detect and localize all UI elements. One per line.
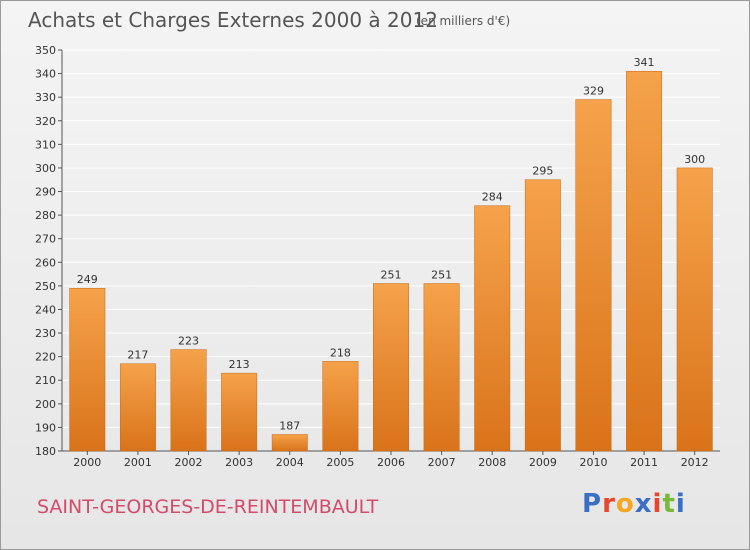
value-label: 187 [279,419,300,432]
y-tick-label: 190 [35,421,56,434]
value-label: 223 [178,335,199,348]
bar-2011 [626,70,663,452]
y-tick-label: 280 [35,209,56,222]
y-tick-label: 300 [35,162,56,175]
y-tick-label: 330 [35,91,56,104]
y-tick-labels: 180 190 200 210 220 230 240 250 260 270 280 290 300 3… [35,44,62,458]
x-tick-label: 2007 [428,456,456,469]
bar-2001 [119,363,156,452]
bar-2002 [170,349,207,452]
proxiti-logo[interactable]: Proxiti [582,489,686,519]
y-tick-label: 180 [35,445,56,458]
y-tick-label: 320 [35,115,56,128]
y-tick-label: 290 [35,186,56,199]
logo-letter: P [582,489,603,519]
x-tick-labels: 2000 2001 2002 2003 2004 2005 2006 2007 2008 2009… [73,451,709,469]
value-label: 295 [532,165,553,178]
value-label: 329 [583,85,604,98]
y-tick-label: 240 [35,303,56,316]
chart-subtitle: (en milliers d'€) [416,14,511,28]
bar-2004 [271,434,308,452]
x-tick-label: 2006 [377,456,405,469]
place-name: SAINT-GEORGES-DE-REINTEMBAULT [37,496,379,518]
chart-title: Achats et Charges Externes 2000 à 2012 [28,8,438,32]
bar-2006 [373,283,409,452]
y-tick-label: 310 [35,138,56,151]
bar-2007 [423,283,460,452]
y-tick-label: 270 [35,233,56,246]
value-label: 284 [482,191,503,204]
y-tick-label: 250 [35,280,56,293]
logo-letter: i [652,489,663,519]
value-label: 300 [684,153,705,166]
logo-letter: x [634,489,653,519]
x-tick-label: 2003 [225,456,253,469]
y-tick-label: 260 [35,256,56,269]
y-tick-label: 350 [35,44,56,57]
x-tick-label: 2012 [681,456,709,469]
bars [69,70,713,452]
x-tick-label: 2000 [73,456,101,469]
x-tick-label: 2009 [529,456,557,469]
bar-2009 [524,179,561,452]
x-tick-label: 2010 [579,456,607,469]
bar-2005 [322,361,359,452]
bar-2008 [474,205,511,452]
value-label: 213 [229,358,250,371]
y-tick-label: 210 [35,374,56,387]
bar-2003 [221,372,258,452]
bar-2000 [69,287,106,452]
value-label: 249 [77,273,98,286]
x-tick-label: 2001 [124,456,152,469]
logo-letter: r [602,489,616,519]
x-tick-label: 2011 [630,456,658,469]
x-tick-label: 2002 [175,456,203,469]
logo-letter: t [662,489,676,519]
y-tick-label: 340 [35,68,56,81]
x-tick-label: 2005 [326,456,354,469]
value-label: 251 [381,269,402,282]
y-tick-label: 230 [35,327,56,340]
bar-2010 [575,99,612,452]
y-tick-label: 220 [35,351,56,364]
value-label: 341 [634,56,655,69]
value-label: 218 [330,346,351,359]
logo-letter: o [615,489,635,519]
x-tick-label: 2004 [276,456,304,469]
y-tick-label: 200 [35,398,56,411]
value-label: 217 [127,349,148,362]
bar-2012 [676,167,713,452]
value-labels: 249 217 223 213 187 218 251 251 284 295 329 341 300 [77,56,705,432]
value-label: 251 [431,269,452,282]
x-tick-label: 2008 [478,456,506,469]
logo-letter: i [675,489,686,519]
